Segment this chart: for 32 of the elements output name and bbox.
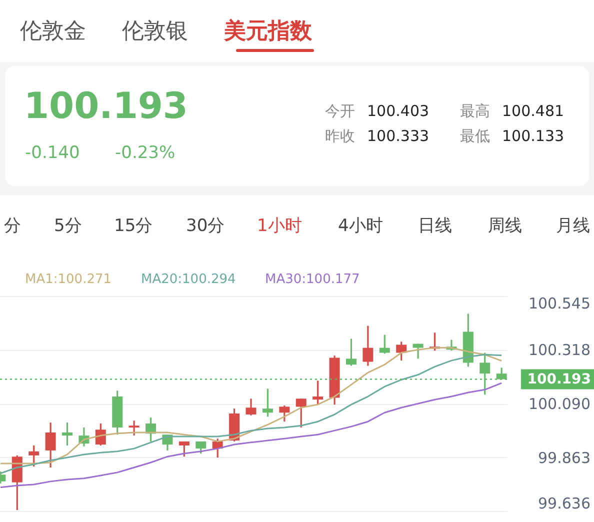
text: 今开 [325,102,355,121]
text: 100.333 [367,127,430,145]
text: 30分 [186,215,225,237]
text: 伦敦银 [122,18,188,46]
text: 日线 [418,215,452,237]
text: 100.133 [502,127,564,145]
text: MA20:100.294 [141,272,236,287]
text: 1小时 [257,215,302,237]
text: 100.481 [502,102,564,120]
chart-title: 美元指数 [224,18,312,46]
text: 伦敦金 [20,18,86,46]
y-tick-label: 100.318 [528,341,590,360]
y-tick-label: 99.636 [538,494,590,512]
y-tick-label: 100.545 [528,294,590,312]
text: 5分 [54,215,82,237]
text: 4小时 [338,215,383,237]
text: 周线 [488,215,522,237]
text: 最高 [460,102,490,121]
text: MA1:100.271 [25,272,112,287]
text: -0.23% [115,143,176,163]
text: 月线 [556,215,590,237]
text: 分 [4,215,21,237]
y-tick-label: 100.090 [528,395,590,414]
text: 15分 [114,215,153,237]
y-tick-label: 99.863 [538,448,590,467]
text: 昨收 [325,127,355,146]
text: 100.403 [367,102,430,120]
text: -0.140 [25,143,80,163]
text: MA30:100.177 [265,272,360,287]
ref-line-label: 100.193 [527,371,591,388]
text: 最低 [460,127,490,146]
text: 100.193 [24,86,188,127]
